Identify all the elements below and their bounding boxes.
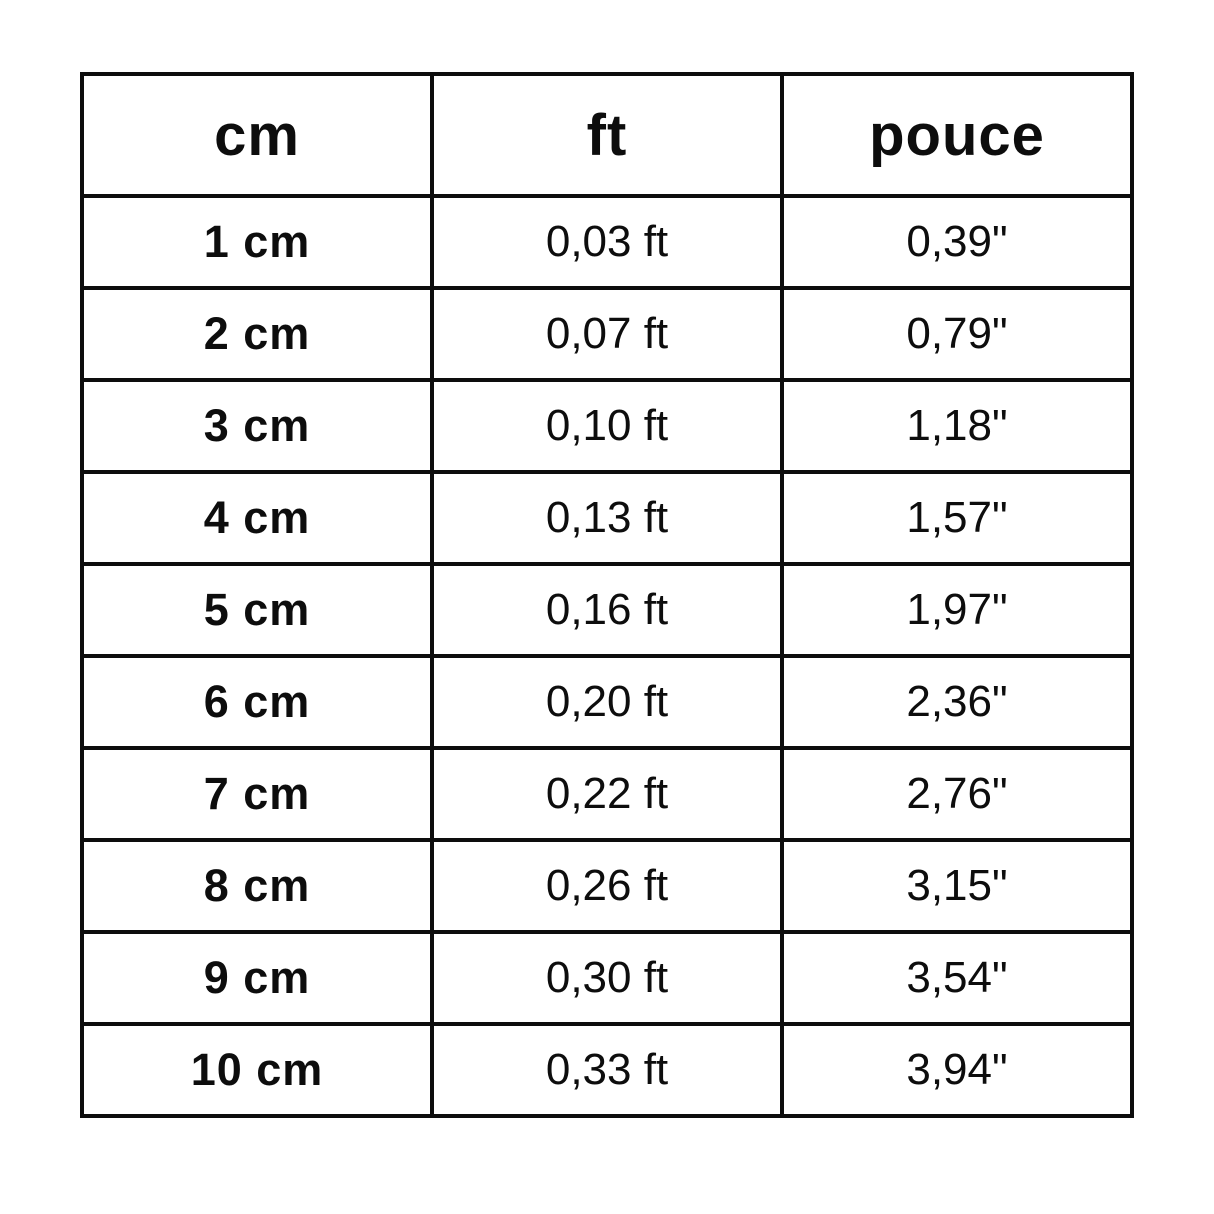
- cell-pouce: 3,54": [780, 930, 1134, 1026]
- table-row: 4 cm 0,13 ft 1,57": [80, 470, 1134, 566]
- cell-ft: 0,16 ft: [430, 562, 784, 658]
- cell-pouce: 1,97": [780, 562, 1134, 658]
- cell-pouce: 2,76": [780, 746, 1134, 842]
- cell-pouce: 3,15": [780, 838, 1134, 934]
- cell-ft: 0,20 ft: [430, 654, 784, 750]
- table-row: 6 cm 0,20 ft 2,36": [80, 654, 1134, 750]
- cell-pouce: 3,94": [780, 1022, 1134, 1118]
- cm-ft-pouce-conversion-table: cm ft pouce 1 cm 0,03 ft 0,39" 2 cm 0,07…: [80, 72, 1134, 1118]
- header-pouce: pouce: [780, 72, 1134, 198]
- header-cm: cm: [80, 72, 434, 198]
- cell-ft: 0,07 ft: [430, 286, 784, 382]
- header-ft: ft: [430, 72, 784, 198]
- cell-pouce: 0,79": [780, 286, 1134, 382]
- table-row: 8 cm 0,26 ft 3,15": [80, 838, 1134, 934]
- cell-ft: 0,33 ft: [430, 1022, 784, 1118]
- cell-cm: 2 cm: [80, 286, 434, 382]
- table-row: 3 cm 0,10 ft 1,18": [80, 378, 1134, 474]
- header-row: cm ft pouce: [80, 72, 1134, 198]
- cell-cm: 4 cm: [80, 470, 434, 566]
- cell-ft: 0,26 ft: [430, 838, 784, 934]
- cell-cm: 8 cm: [80, 838, 434, 934]
- cell-pouce: 2,36": [780, 654, 1134, 750]
- cell-cm: 7 cm: [80, 746, 434, 842]
- cell-pouce: 1,18": [780, 378, 1134, 474]
- table-row: 1 cm 0,03 ft 0,39": [80, 194, 1134, 290]
- table-row: 2 cm 0,07 ft 0,79": [80, 286, 1134, 382]
- cell-cm: 10 cm: [80, 1022, 434, 1118]
- cell-ft: 0,22 ft: [430, 746, 784, 842]
- cell-pouce: 1,57": [780, 470, 1134, 566]
- table-row: 10 cm 0,33 ft 3,94": [80, 1022, 1134, 1118]
- cell-cm: 3 cm: [80, 378, 434, 474]
- cell-cm: 9 cm: [80, 930, 434, 1026]
- cell-ft: 0,30 ft: [430, 930, 784, 1026]
- cell-ft: 0,13 ft: [430, 470, 784, 566]
- cell-ft: 0,10 ft: [430, 378, 784, 474]
- table-row: 5 cm 0,16 ft 1,97": [80, 562, 1134, 658]
- table-row: 9 cm 0,30 ft 3,54": [80, 930, 1134, 1026]
- cell-cm: 1 cm: [80, 194, 434, 290]
- cell-cm: 6 cm: [80, 654, 434, 750]
- cell-cm: 5 cm: [80, 562, 434, 658]
- cell-pouce: 0,39": [780, 194, 1134, 290]
- table-row: 7 cm 0,22 ft 2,76": [80, 746, 1134, 842]
- cell-ft: 0,03 ft: [430, 194, 784, 290]
